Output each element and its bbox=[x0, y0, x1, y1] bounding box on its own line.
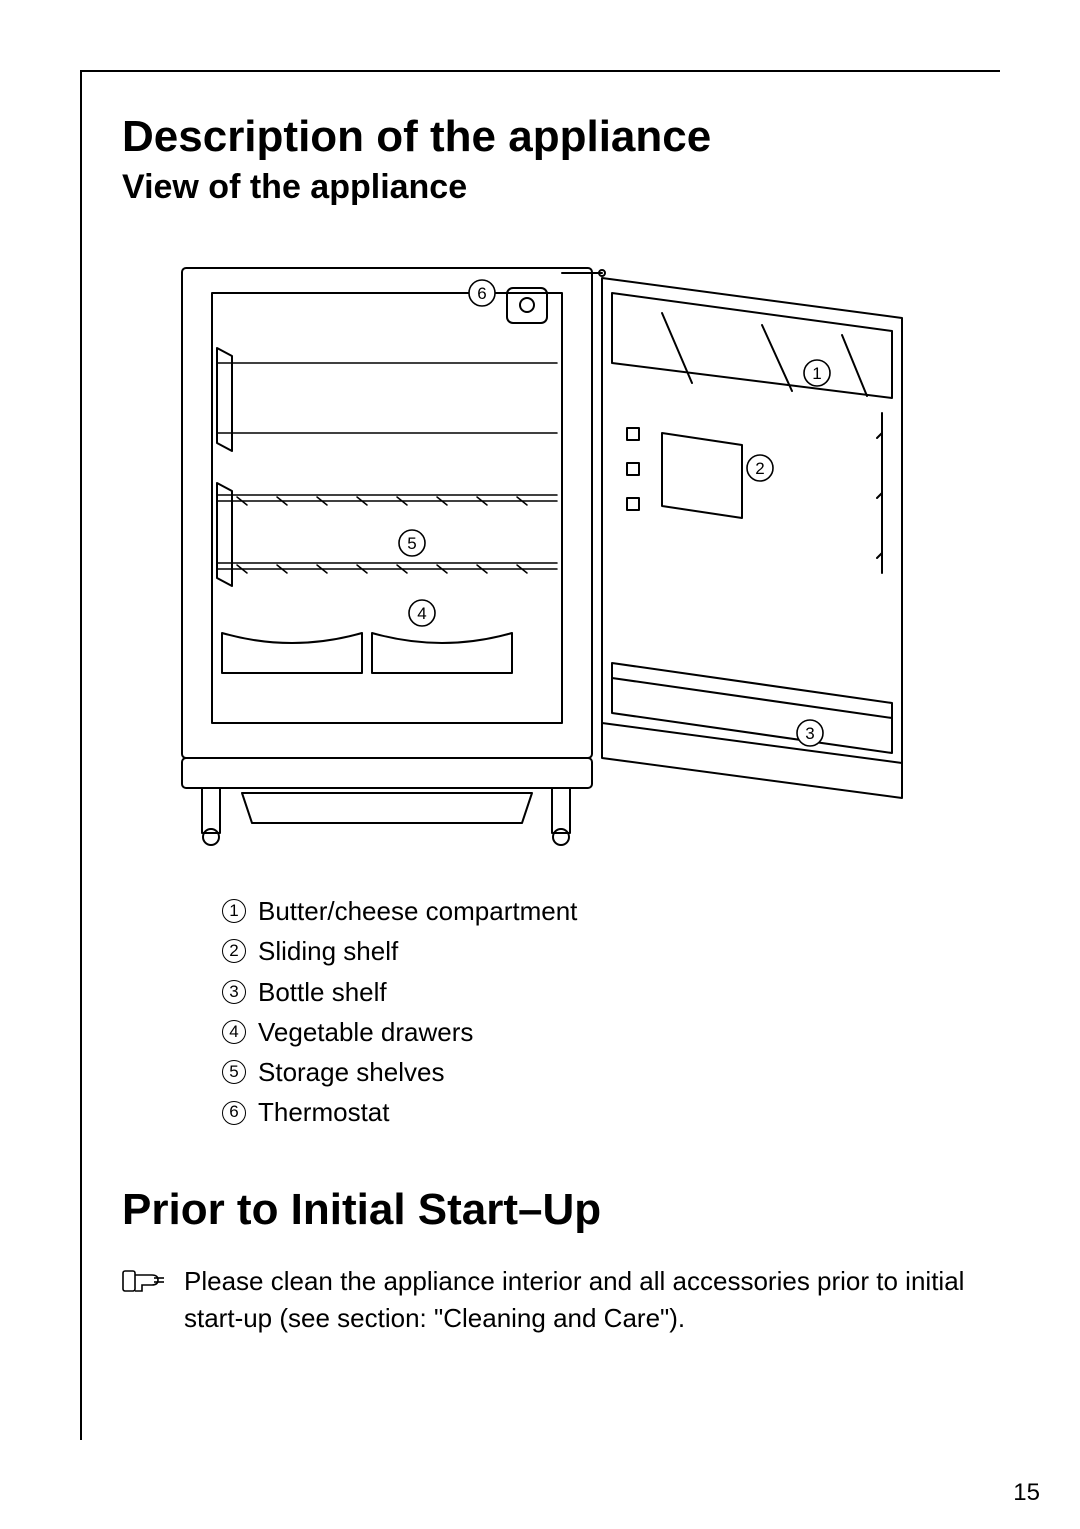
callout-4: 4 bbox=[409, 600, 435, 626]
legend-item: 5 Storage shelves bbox=[222, 1052, 970, 1092]
callout-2: 2 bbox=[747, 455, 773, 481]
callout-3: 3 bbox=[797, 720, 823, 746]
callout-5: 5 bbox=[399, 530, 425, 556]
legend-label: Thermostat bbox=[258, 1092, 390, 1132]
legend-label: Storage shelves bbox=[258, 1052, 444, 1092]
callout-1: 1 bbox=[804, 360, 830, 386]
manual-page: Description of the appliance View of the… bbox=[0, 0, 1080, 1529]
legend-list: 1 Butter/cheese compartment 2 Sliding shelf… bbox=[222, 891, 970, 1133]
svg-text:2: 2 bbox=[755, 459, 764, 478]
note-text: Please clean the appliance interior and … bbox=[184, 1263, 970, 1338]
legend-item: 1 Butter/cheese compartment bbox=[222, 891, 970, 931]
svg-text:3: 3 bbox=[805, 724, 814, 743]
section-prior-startup: Prior to Initial Start–Up Please clean t… bbox=[122, 1185, 970, 1338]
callout-6: 6 bbox=[469, 280, 495, 306]
heading-view: View of the appliance bbox=[122, 168, 970, 207]
legend-item: 4 Vegetable drawers bbox=[222, 1012, 970, 1052]
appliance-diagram: 6 1 2 5 4 3 bbox=[162, 233, 932, 873]
legend-item: 6 Thermostat bbox=[222, 1092, 970, 1132]
legend-label: Bottle shelf bbox=[258, 972, 387, 1012]
legend-item: 3 Bottle shelf bbox=[222, 972, 970, 1012]
legend-label: Butter/cheese compartment bbox=[258, 891, 577, 931]
note-row: Please clean the appliance interior and … bbox=[122, 1263, 970, 1338]
page-number: 15 bbox=[1013, 1479, 1040, 1507]
legend-number: 2 bbox=[222, 939, 246, 963]
legend-number: 6 bbox=[222, 1101, 246, 1125]
svg-text:1: 1 bbox=[812, 364, 821, 383]
heading-prior-startup: Prior to Initial Start–Up bbox=[122, 1185, 970, 1235]
legend-item: 2 Sliding shelf bbox=[222, 931, 970, 971]
legend-label: Vegetable drawers bbox=[258, 1012, 473, 1052]
svg-text:4: 4 bbox=[417, 604, 426, 623]
legend-label: Sliding shelf bbox=[258, 931, 398, 971]
legend-number: 4 bbox=[222, 1020, 246, 1044]
heading-description: Description of the appliance bbox=[122, 112, 970, 162]
content-frame: Description of the appliance View of the… bbox=[80, 70, 1000, 1440]
legend-number: 3 bbox=[222, 980, 246, 1004]
appliance-svg: 6 1 2 5 4 3 bbox=[162, 233, 932, 873]
svg-text:6: 6 bbox=[477, 284, 486, 303]
pointing-hand-icon bbox=[122, 1267, 166, 1308]
svg-text:5: 5 bbox=[407, 534, 416, 553]
legend-number: 1 bbox=[222, 899, 246, 923]
legend-number: 5 bbox=[222, 1060, 246, 1084]
